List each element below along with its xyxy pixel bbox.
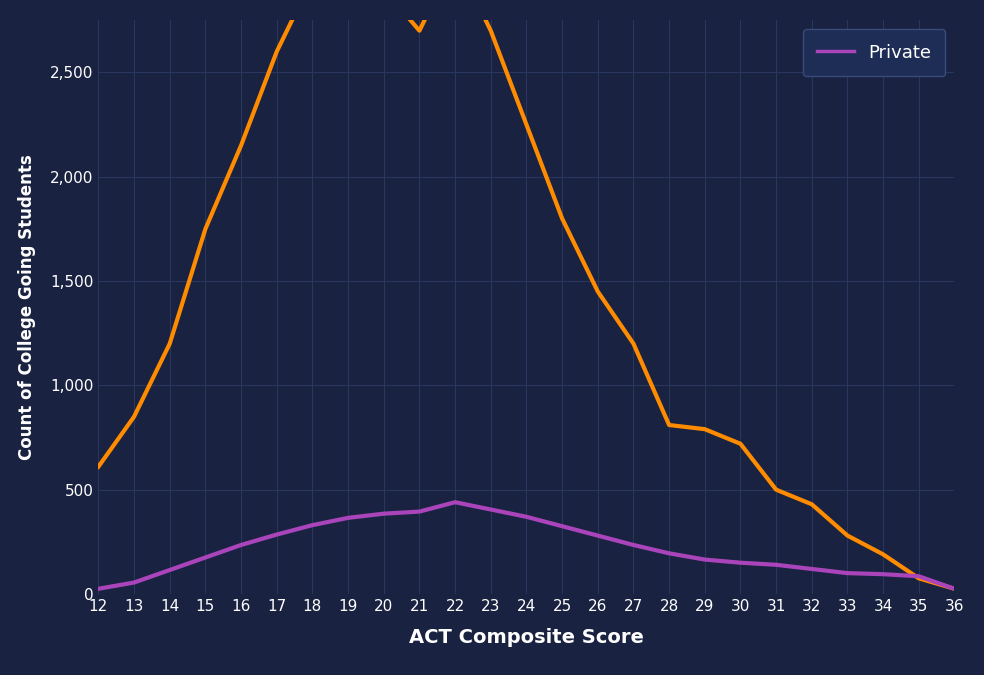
- Private: [413, 508, 425, 516]
- Public: [413, 26, 425, 34]
- Private: [770, 561, 782, 569]
- Legend: Private: Private: [803, 29, 946, 76]
- Private: [592, 531, 604, 539]
- Public: [770, 485, 782, 493]
- Private: [163, 566, 176, 574]
- Private: [307, 521, 319, 529]
- Private: [663, 549, 675, 558]
- Private: [342, 514, 354, 522]
- Private: [450, 498, 461, 506]
- Private: [806, 565, 818, 573]
- Private: [841, 569, 853, 577]
- Private: [913, 572, 925, 580]
- Public: [663, 421, 675, 429]
- Public: [200, 225, 212, 233]
- Public: [271, 47, 282, 55]
- Line: Private: Private: [98, 502, 954, 589]
- Private: [378, 510, 390, 518]
- Public: [841, 531, 853, 539]
- Private: [949, 585, 960, 593]
- Private: [128, 578, 140, 587]
- Private: [556, 522, 568, 531]
- Private: [735, 559, 747, 567]
- Public: [878, 550, 890, 558]
- Private: [878, 570, 890, 578]
- Private: [628, 541, 640, 549]
- Public: [628, 340, 640, 348]
- Private: [92, 585, 104, 593]
- Private: [235, 541, 247, 549]
- Public: [92, 462, 104, 470]
- Public: [163, 340, 176, 348]
- Public: [235, 141, 247, 149]
- Public: [485, 26, 497, 34]
- Private: [699, 556, 710, 564]
- Line: Public: Public: [98, 0, 954, 589]
- Public: [806, 500, 818, 508]
- Private: [485, 506, 497, 514]
- Public: [949, 585, 960, 593]
- Public: [556, 215, 568, 223]
- Public: [128, 412, 140, 421]
- Public: [735, 439, 747, 448]
- Y-axis label: Count of College Going Students: Count of College Going Students: [19, 155, 36, 460]
- Private: [521, 513, 532, 521]
- X-axis label: ACT Composite Score: ACT Composite Score: [409, 628, 644, 647]
- Private: [200, 554, 212, 562]
- Public: [913, 574, 925, 583]
- Public: [699, 425, 710, 433]
- Public: [521, 121, 532, 129]
- Public: [592, 288, 604, 296]
- Private: [271, 531, 282, 539]
